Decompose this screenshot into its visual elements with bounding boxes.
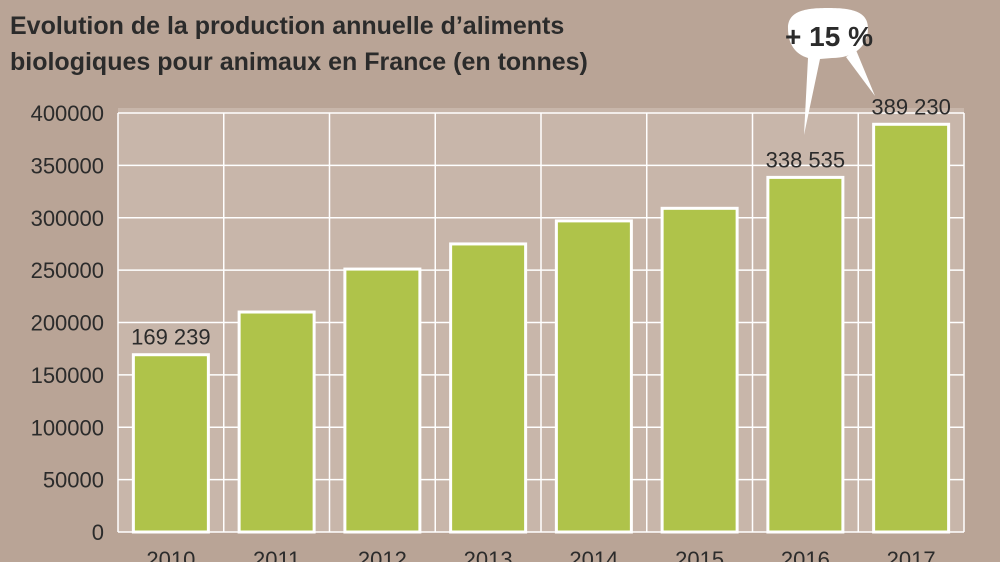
y-tick-label: 50000 <box>43 468 104 493</box>
y-tick-label: 350000 <box>31 153 104 178</box>
data-labels-group: 169 239 338 535 389 230 <box>131 94 951 349</box>
bars-group <box>131 122 951 534</box>
chart-title-line-1: Evolution de la production annuelle d’al… <box>10 12 564 40</box>
x-tick-label: 2017 <box>887 547 936 562</box>
y-tick-label: 300000 <box>31 206 104 231</box>
x-axis-tick-labels: 2010 2011 2012 2013 2014 2015 2016 2017 <box>146 547 935 562</box>
y-axis-tick-labels: 0 50000 100000 150000 200000 250000 300000 3500… <box>31 101 104 545</box>
y-tick-label: 200000 <box>31 311 104 336</box>
bar-2012 <box>343 267 422 534</box>
x-tick-label: 2016 <box>781 547 830 562</box>
annotation-text: + 15 % <box>785 21 873 52</box>
bar-2010 <box>131 353 210 534</box>
annotation-pointer-right <box>846 50 875 96</box>
bar-2013 <box>449 242 528 534</box>
bar-2017 <box>872 122 951 534</box>
x-tick-label: 2012 <box>358 547 407 562</box>
x-tick-label: 2011 <box>253 547 300 562</box>
x-tick-label: 2013 <box>464 547 513 562</box>
y-tick-label: 250000 <box>31 258 104 283</box>
y-tick-label: 100000 <box>31 415 104 440</box>
x-tick-label: 2015 <box>675 547 724 562</box>
annotation-bubble <box>788 8 868 135</box>
bar-2016 <box>766 175 845 534</box>
x-tick-label: 2014 <box>569 547 618 562</box>
bar-2011 <box>237 310 316 534</box>
y-tick-label: 150000 <box>31 363 104 388</box>
y-tick-label: 0 <box>92 520 104 545</box>
data-label-2010: 169 239 <box>131 325 211 350</box>
data-label-2017: 389 230 <box>871 94 951 119</box>
chart-title-line-2: biologiques pour animaux en France (en t… <box>10 48 588 76</box>
bar-2014 <box>554 219 633 534</box>
y-tick-label: 400000 <box>31 101 104 126</box>
growth-annotation: + 15 % <box>785 8 875 135</box>
x-tick-label: 2010 <box>146 547 195 562</box>
chart-title: Evolution de la production annuelle d’al… <box>10 12 588 76</box>
bar-2015 <box>660 206 739 534</box>
data-label-2016: 338 535 <box>766 147 846 172</box>
